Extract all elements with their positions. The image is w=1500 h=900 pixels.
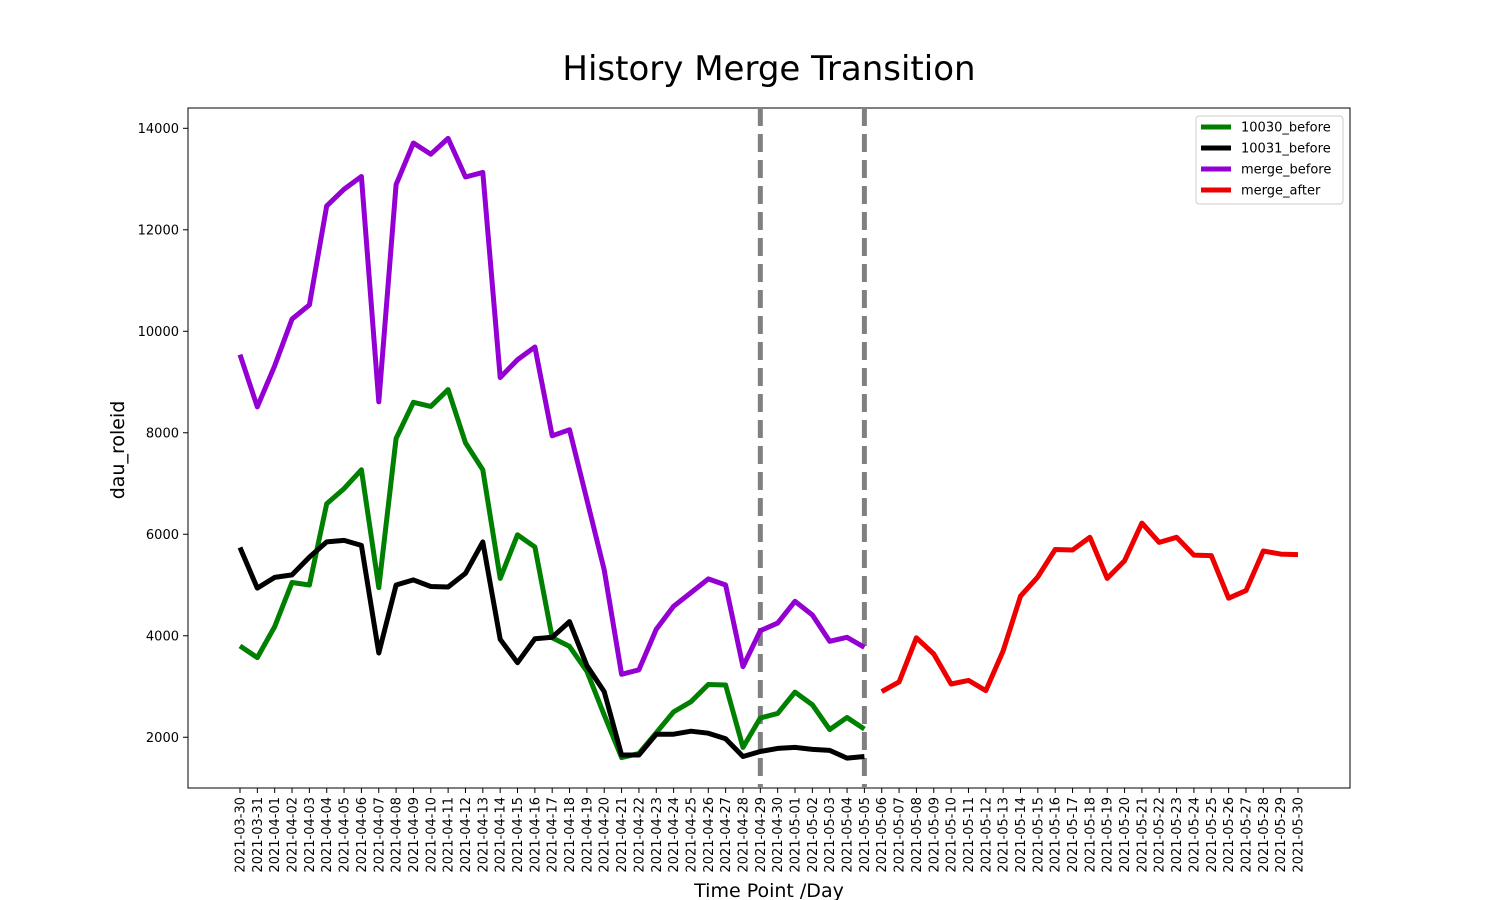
x-tick-label: 2021-05-13: [997, 797, 1012, 873]
legend-label: merge_before: [1241, 163, 1331, 178]
x-tick-label: 2021-05-02: [806, 797, 821, 873]
x-tick-label: 2021-04-17: [546, 797, 561, 873]
series-layer: [237, 135, 1299, 761]
legend-label: 10031_before: [1241, 142, 1331, 157]
vertical-markers: [757, 108, 867, 788]
chart-title: History Merge Transition: [562, 49, 975, 89]
x-tick-label: 2021-05-06: [875, 797, 890, 873]
x-tick-label: 2021-05-16: [1049, 797, 1064, 873]
x-tick-label: 2021-04-10: [424, 797, 439, 873]
x-tick-label: 2021-05-07: [893, 797, 908, 873]
legend: 10030_before 10031_before merge_beforemerg…: [1195, 115, 1344, 205]
x-axis: 2021-03-30 2021-03-31 2021-04-01 2021-04-02…: [234, 788, 1307, 873]
x-tick-label: 2021-04-30: [771, 797, 786, 873]
x-tick-label: 2021-04-01: [268, 797, 283, 873]
x-tick-label: 2021-04-26: [702, 797, 717, 873]
x-tick-label: 2021-04-16: [528, 797, 543, 873]
x-tick-label: 2021-04-11: [442, 797, 457, 873]
x-tick-label: 2021-05-12: [979, 797, 994, 873]
x-tick-label: 2021-04-13: [476, 797, 491, 873]
x-tick-label: 2021-04-21: [615, 797, 630, 873]
x-tick-label: 2021-05-25: [1205, 797, 1220, 873]
x-tick-label: 2021-05-21: [1135, 797, 1150, 873]
x-tick-label: 2021-05-22: [1153, 797, 1168, 873]
x-tick-label: 2021-04-24: [667, 797, 682, 873]
x-tick-label: 2021-04-02: [286, 797, 301, 873]
x-tick-label: 2021-04-29: [754, 797, 769, 873]
x-tick-label: 2021-05-01: [789, 797, 804, 873]
x-tick-label: 2021-04-03: [303, 797, 318, 873]
x-tick-label: 2021-05-27: [1239, 797, 1254, 873]
x-tick-label: 2021-04-20: [598, 797, 613, 873]
x-tick-label: 2021-05-14: [1014, 797, 1029, 873]
x-tick-label: 2021-05-30: [1292, 797, 1307, 873]
x-tick-label: 2021-04-08: [390, 797, 405, 873]
y-tick-label: 10000: [138, 325, 179, 340]
x-tick-label: 2021-05-05: [858, 797, 873, 873]
x-tick-label: 2021-05-09: [927, 797, 942, 873]
series-line-10031_before: [237, 537, 865, 761]
x-axis-title: Time Point /Day: [693, 880, 844, 900]
x-tick-label: 2021-05-23: [1170, 797, 1185, 873]
y-axis-title: dau_roleid: [107, 401, 129, 500]
x-tick-label: 2021-04-23: [650, 797, 665, 873]
x-tick-label: 2021-05-17: [1066, 797, 1081, 873]
x-tick-label: 2021-05-29: [1274, 797, 1289, 873]
y-axis: 2000 4000 6000 8000 10000 12000 14000: [138, 122, 188, 746]
x-tick-label: 2021-05-04: [841, 797, 856, 873]
x-tick-label: 2021-04-14: [494, 797, 509, 873]
plot-frame: [187, 107, 1351, 789]
x-tick-label: 2021-04-28: [736, 797, 751, 873]
x-tick-label: 2021-03-30: [234, 797, 249, 873]
x-tick-label: 2021-04-09: [407, 797, 422, 873]
x-tick-label: 2021-05-28: [1257, 797, 1272, 873]
y-tick-label: 2000: [146, 731, 179, 746]
x-tick-label: 2021-05-19: [1101, 797, 1116, 873]
x-tick-label: 2021-03-31: [251, 797, 266, 873]
x-tick-label: 2021-04-22: [632, 797, 647, 873]
y-tick-label: 6000: [146, 528, 179, 543]
x-tick-label: 2021-04-25: [684, 797, 699, 873]
x-tick-label: 2021-05-26: [1222, 797, 1237, 873]
series-line-merge_before: [237, 135, 866, 677]
x-tick-label: 2021-04-07: [372, 797, 387, 873]
x-tick-label: 2021-05-03: [823, 797, 838, 873]
x-tick-label: 2021-04-05: [338, 797, 353, 873]
x-tick-label: 2021-04-06: [355, 797, 370, 873]
x-tick-label: 2021-04-15: [511, 797, 526, 873]
y-tick-label: 14000: [138, 122, 179, 137]
x-tick-label: 2021-05-20: [1118, 797, 1133, 873]
legend-label: 10030_before: [1241, 121, 1331, 136]
legend-label: merge_after: [1241, 184, 1321, 199]
x-tick-label: 2021-04-04: [320, 797, 335, 873]
y-tick-label: 8000: [146, 426, 179, 441]
series-line-merge_after: [880, 520, 1299, 694]
x-tick-label: 2021-04-27: [719, 797, 734, 873]
y-tick-label: 12000: [138, 223, 179, 238]
x-tick-label: 2021-05-10: [945, 797, 960, 873]
series-line-10030_before: [238, 387, 866, 761]
x-tick-label: 2021-05-08: [910, 797, 925, 873]
y-tick-label: 4000: [146, 629, 179, 644]
x-tick-label: 2021-04-18: [563, 797, 578, 873]
x-tick-label: 2021-05-18: [1083, 797, 1098, 873]
legend-box: [1195, 115, 1344, 205]
x-tick-label: 2021-04-19: [580, 797, 595, 873]
x-tick-label: 2021-04-12: [459, 797, 474, 873]
x-tick-label: 2021-05-24: [1187, 797, 1202, 873]
x-tick-label: 2021-05-11: [962, 797, 977, 873]
x-tick-label: 2021-05-15: [1031, 797, 1046, 873]
